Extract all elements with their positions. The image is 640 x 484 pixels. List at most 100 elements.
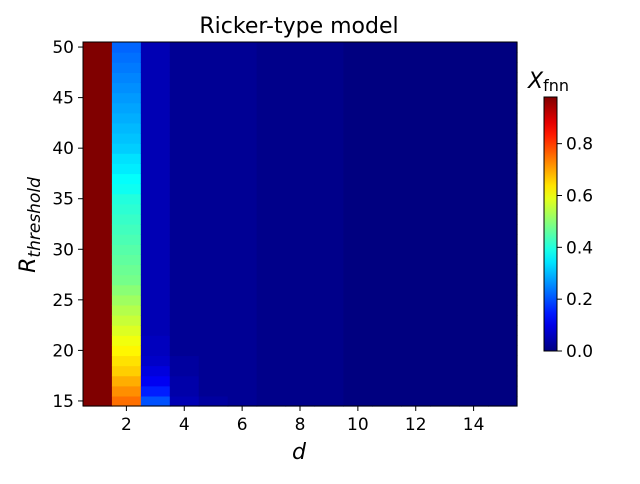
heatmap-cell (227, 284, 258, 296)
heatmap-cell (256, 284, 287, 296)
heatmap-cell (459, 193, 489, 205)
colorbar-tick-label: 0.6 (566, 186, 593, 206)
heatmap-cell (459, 304, 489, 316)
heatmap-cell (169, 335, 200, 346)
heatmap-cell (401, 193, 431, 205)
heatmap-cell (198, 395, 229, 407)
heatmap-cell (256, 122, 287, 134)
heatmap-cell (401, 234, 431, 245)
heatmap-cell (227, 355, 258, 367)
heatmap-cell (488, 92, 518, 104)
heatmap-cell (343, 92, 373, 104)
heatmap-cell (285, 304, 316, 316)
heatmap-cell (459, 345, 489, 357)
heatmap-cell (488, 304, 518, 316)
heatmap-cell (83, 193, 113, 205)
heatmap-cell (140, 304, 171, 316)
heatmap-cell (140, 143, 171, 154)
chart-title: Ricker-type model (199, 14, 398, 39)
heatmap-cell (459, 183, 489, 195)
x-tick-label: 14 (463, 415, 485, 435)
heatmap-cell (285, 325, 316, 336)
heatmap-cell (488, 365, 518, 377)
heatmap-cell (140, 224, 171, 235)
heatmap-cell (83, 345, 113, 357)
heatmap-cell (227, 365, 258, 377)
heatmap-cell (256, 112, 287, 124)
heatmap-cell (111, 244, 142, 255)
heatmap-cell (430, 183, 460, 195)
heatmap-cell (285, 82, 316, 94)
heatmap-cell (111, 133, 142, 144)
heatmap-cell (140, 385, 171, 397)
heatmap-cell (140, 213, 171, 225)
heatmap-cell (343, 294, 373, 306)
heatmap-cell (343, 254, 373, 266)
heatmap-cell (401, 213, 431, 225)
heatmap-cell (343, 133, 373, 144)
heatmap-cell (459, 203, 489, 215)
heatmap-cell (198, 375, 229, 387)
heatmap-cell (256, 72, 287, 84)
heatmap-cell (227, 143, 258, 154)
heatmap-cell (111, 395, 142, 407)
heatmap-cell (401, 264, 431, 276)
heatmap-cell (430, 365, 460, 377)
heatmap-cell (111, 183, 142, 195)
heatmap-cell (140, 62, 171, 73)
heatmap-cell (372, 92, 402, 104)
heatmap-cell (83, 112, 113, 124)
heatmap-cell (401, 122, 431, 134)
heatmap-cell (111, 304, 142, 316)
heatmap-cell (83, 42, 113, 53)
colorbar-tick-label: 0.2 (566, 290, 593, 310)
heatmap-cell (256, 355, 287, 367)
heatmap-cell (227, 385, 258, 397)
heatmap-cell (140, 325, 171, 336)
heatmap-cell (488, 133, 518, 144)
heatmap-cell (111, 274, 142, 286)
heatmap-cell (401, 72, 431, 84)
heatmap-cell (314, 122, 344, 134)
colorbar-label: Xfnn (527, 69, 569, 95)
heatmap-cell (372, 254, 402, 266)
y-axis-ticks: 15 20 25 30 35 40 45 50 (52, 38, 83, 412)
heatmap-cell (314, 234, 344, 245)
heatmap-cell (169, 213, 200, 225)
heatmap-cell (488, 224, 518, 235)
heatmap-cell (227, 193, 258, 205)
heatmap-cell (140, 72, 171, 84)
heatmap-cell (430, 395, 460, 407)
heatmap-cell (430, 224, 460, 235)
heatmap-cell (372, 224, 402, 235)
heatmap-cell (459, 375, 489, 387)
heatmap-cell (198, 294, 229, 306)
heatmap-cell (111, 72, 142, 84)
heatmap-cell (169, 52, 200, 63)
heatmap-cell (314, 375, 344, 387)
heatmap-cell (430, 143, 460, 154)
heatmap-cell (430, 385, 460, 397)
heatmap-cell (285, 102, 316, 114)
heatmap-cell (372, 395, 402, 407)
heatmap-cell (401, 102, 431, 114)
heatmap-cell (169, 183, 200, 195)
heatmap-cell (169, 173, 200, 185)
heatmap-cell (227, 102, 258, 114)
heatmap-cell (314, 395, 344, 407)
heatmap-cell (314, 345, 344, 357)
heatmap-cell (314, 42, 344, 53)
heatmap-cell (430, 375, 460, 387)
heatmap-cell (83, 183, 113, 195)
heatmap-cell (83, 294, 113, 306)
heatmap-cell (83, 82, 113, 94)
heatmap-cell (111, 82, 142, 94)
heatmap-cell (343, 325, 373, 336)
heatmap-cell (459, 72, 489, 84)
heatmap-cell (488, 153, 518, 164)
heatmap-cell (401, 133, 431, 144)
heatmap-cell (140, 244, 171, 255)
heatmap-cell (198, 133, 229, 144)
heatmap-cell (285, 183, 316, 195)
heatmap-cell (227, 82, 258, 94)
